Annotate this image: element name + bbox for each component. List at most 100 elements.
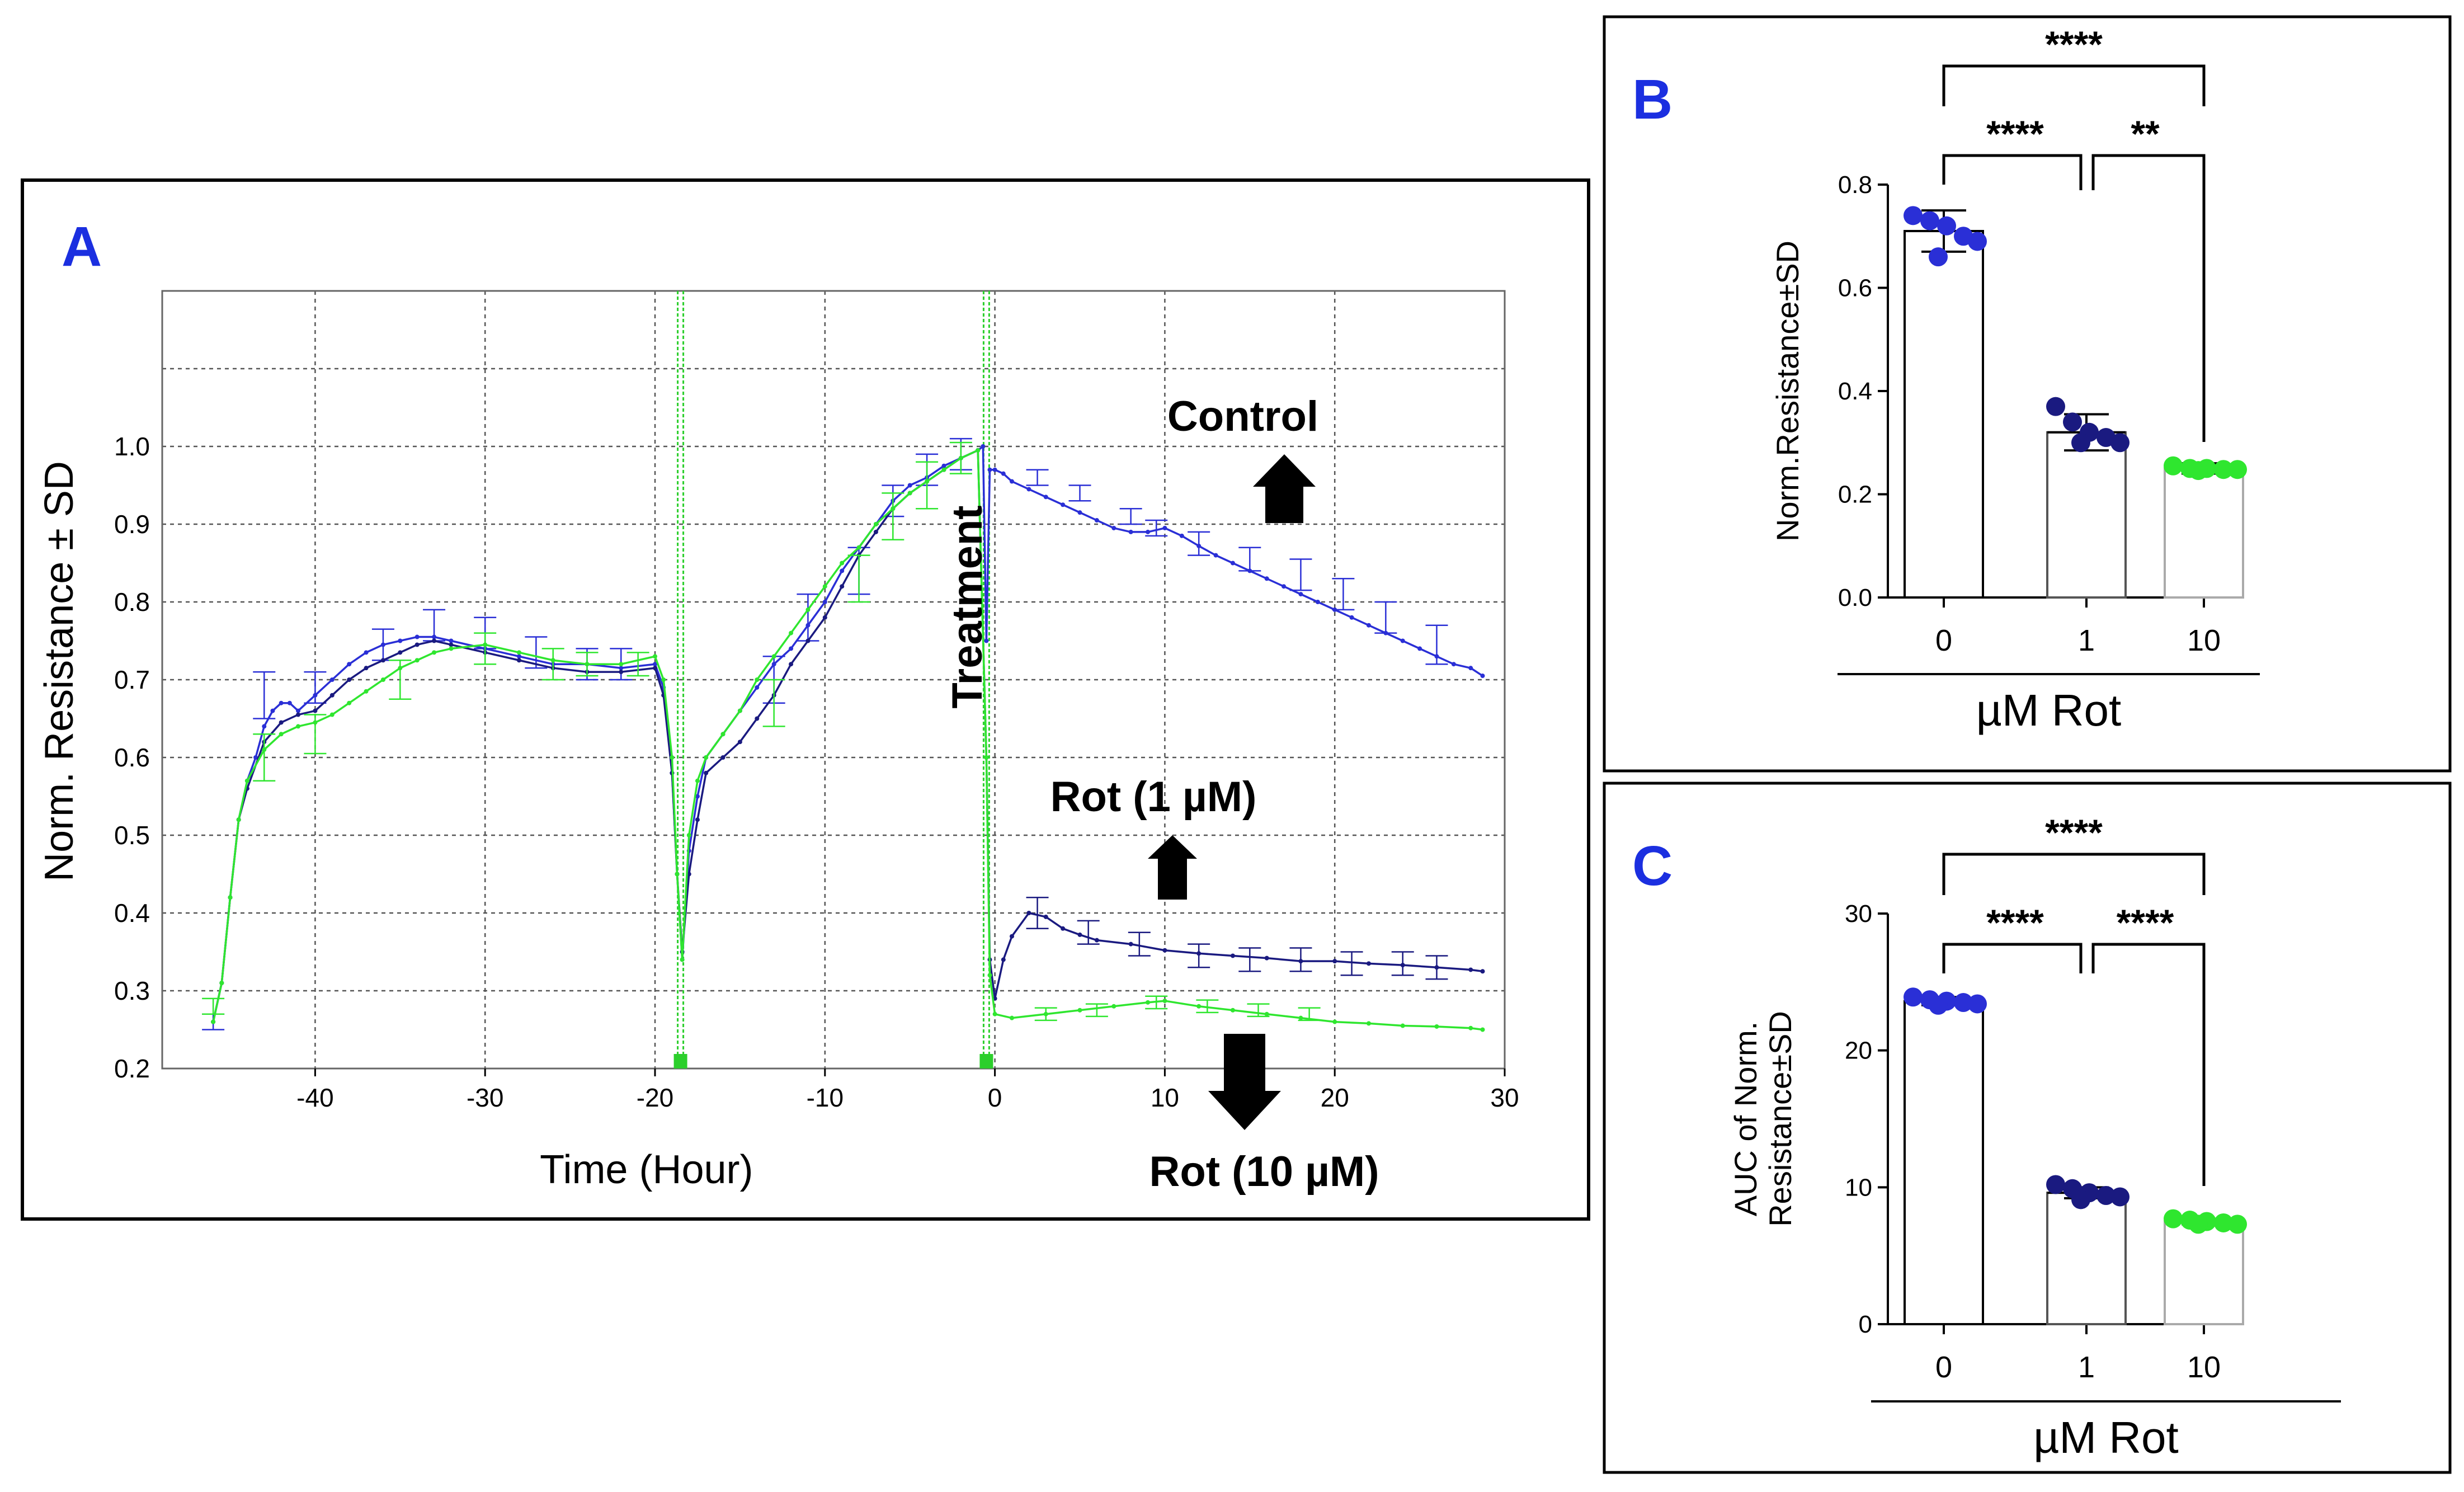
series-point-rot1 (516, 658, 521, 663)
series-point-rot10 (1196, 1004, 1202, 1009)
series-point-control (253, 755, 258, 760)
panel-c-chart: 0 10 20 30 0 1 10 µM Rot AUC of Norm. Resistance±… (1728, 812, 2341, 1462)
series-point-control (653, 662, 658, 667)
y-tick-label: 0.8 (1838, 171, 1872, 199)
data-point (2214, 1213, 2233, 1232)
series-point-control (1230, 561, 1235, 566)
series-point-control (1315, 600, 1320, 604)
arrow-down-icon (1208, 1034, 1281, 1130)
series-point-control (984, 638, 989, 643)
series-point-rot1 (432, 638, 437, 643)
series-point-rot10 (1111, 1004, 1116, 1009)
series-point-control (1298, 592, 1303, 597)
data-point (2063, 412, 2082, 432)
significance-label: **** (2045, 812, 2103, 853)
y-tick-label: 0.6 (1838, 275, 1872, 302)
series-point-rot1 (1128, 942, 1133, 947)
series-point-rot10 (279, 732, 284, 737)
series-point-control (1480, 674, 1485, 679)
series-point-control (262, 724, 267, 729)
arrow-up-icon (1253, 454, 1316, 523)
series-point-rot10 (1332, 1019, 1337, 1024)
series-point-rot10 (1077, 1008, 1082, 1013)
x-tick-label: 10 (1151, 1083, 1179, 1112)
error-bar-rot10 (389, 660, 412, 700)
panel-c-letter: C (1632, 835, 1672, 897)
series-point-rot10 (704, 755, 709, 760)
error-bar-rot10 (202, 997, 225, 1015)
data-point (2164, 456, 2183, 476)
series-point-rot10 (670, 755, 675, 760)
error-bar-control (1425, 624, 1448, 665)
series-point-rot1 (1366, 961, 1371, 966)
series-point-rot1 (414, 642, 420, 647)
y-tick-label: 0.2 (1838, 481, 1872, 509)
y-axis-label: Norm. Resistance ± SD (37, 461, 82, 882)
x-tick-label: 10 (2187, 624, 2221, 657)
x-tick-label: -10 (807, 1083, 844, 1112)
panel-a-annotations: Treatment Control Rot (1 µM) Rot (10 µM) (944, 393, 1379, 1196)
series-point-control (398, 638, 403, 643)
series-point-control (941, 463, 946, 468)
error-bar-rot1 (1289, 947, 1312, 972)
series-point-rot10 (296, 724, 301, 729)
error-bar-control (1188, 531, 1210, 556)
bar-0 (1904, 230, 1984, 599)
error-bar-rot10 (1298, 1007, 1321, 1022)
series-point-rot1 (329, 693, 334, 698)
series-point-rot10 (1162, 999, 1167, 1004)
data-point (2189, 461, 2208, 481)
error-bar-rot10 (916, 461, 939, 510)
series-point-control (1282, 584, 1287, 589)
series-point-rot1 (619, 670, 624, 675)
series-point-rot1 (279, 720, 284, 725)
y-tick-label: 0.8 (114, 587, 150, 616)
error-bar-control (253, 671, 276, 719)
x-axis-label: µM Rot (2033, 1413, 2178, 1462)
series-point-control (840, 568, 845, 573)
series-point-rot1 (449, 642, 454, 647)
series-point-rot1 (1264, 956, 1269, 961)
x-tick-label: -40 (296, 1083, 333, 1112)
series-point-control (279, 700, 284, 705)
series-point-rot10 (380, 677, 385, 682)
bar-10 (2164, 467, 2244, 599)
x-axis-label: µM Rot (1976, 685, 2121, 735)
series-point-rot1 (364, 666, 369, 671)
significance-label: **** (1986, 902, 2044, 943)
y-tick-label: 0.0 (1838, 584, 1872, 611)
series-point-control (1264, 576, 1269, 581)
x-tick-label: 30 (1490, 1083, 1519, 1112)
series-point-control (992, 467, 997, 472)
error-bar-rot10 (847, 554, 870, 603)
data-point (1929, 247, 1948, 267)
error-bar-rot10 (253, 733, 276, 782)
data-point (2046, 1175, 2065, 1194)
series-point-control (1349, 615, 1354, 620)
x-tick-label: 0 (1935, 624, 1952, 657)
event-marker-box (979, 1054, 993, 1069)
panel-a-series (202, 437, 1485, 1032)
data-point (1920, 211, 1939, 230)
control-label: Control (1167, 393, 1318, 440)
error-bar-rot1 (1391, 951, 1414, 976)
series-point-rot1 (873, 529, 878, 534)
panel-b-letter: B (1632, 68, 1672, 131)
y-tick-label: 0.7 (114, 665, 150, 694)
series-point-rot10 (822, 584, 827, 589)
series-point-rot1 (398, 650, 403, 655)
series-point-rot10 (329, 712, 334, 717)
data-point (2110, 433, 2130, 453)
error-bar-rot10 (1145, 995, 1168, 1010)
series-point-rot10 (976, 448, 981, 453)
error-bar-rot10 (949, 441, 972, 474)
series-point-rot10 (1009, 1015, 1014, 1020)
series-point-rot10 (1468, 1025, 1473, 1030)
series-point-rot1 (755, 716, 760, 721)
series-point-control (1026, 487, 1031, 492)
series-point-control (1061, 502, 1066, 507)
x-tick-label: 10 (2187, 1350, 2221, 1384)
series-point-rot1 (1077, 932, 1082, 937)
error-bar-control (1332, 578, 1355, 611)
